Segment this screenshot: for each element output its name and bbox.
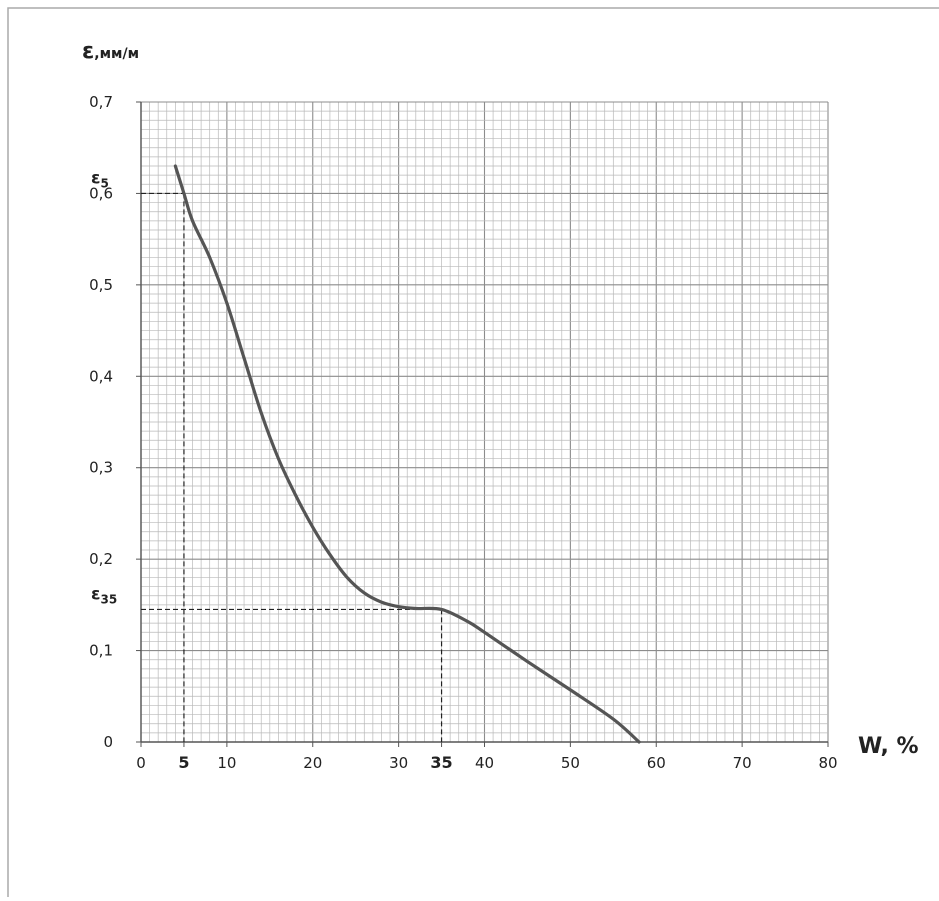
x-tick-label: 5 bbox=[178, 753, 189, 772]
grid bbox=[140, 101, 829, 743]
annotation-label-main: ε bbox=[91, 584, 100, 604]
x-tick-label: 10 bbox=[217, 754, 236, 772]
x-tick-label: 70 bbox=[733, 754, 752, 772]
y-tick-label: 0 bbox=[103, 733, 113, 751]
annotation-label: ε35 bbox=[91, 584, 117, 606]
x-tick-label: 80 bbox=[818, 754, 837, 772]
y-tick-label: 0,1 bbox=[89, 642, 113, 660]
x-tick-label: 35 bbox=[430, 753, 452, 772]
x-axis-title: W, % bbox=[858, 734, 919, 759]
guide-lines bbox=[141, 192, 443, 742]
annotation-label: ε5 bbox=[91, 168, 109, 190]
x-tick-label: 0 bbox=[136, 754, 146, 772]
x-tick-label: 40 bbox=[475, 754, 494, 772]
x-tick-label: 30 bbox=[389, 754, 408, 772]
y-tick-label: 0,2 bbox=[89, 550, 113, 568]
labels-layer: 0 5 10 20 30 35 40 50 60 70 80 0 0,1 0,2 0,3 0,4 0,5 0,6 0… bbox=[82, 39, 919, 772]
axes bbox=[136, 101, 829, 747]
y-axis-title-unit: ,мм/м bbox=[94, 46, 139, 62]
y-tick-label: 0,7 bbox=[89, 93, 113, 111]
x-tick-label: 20 bbox=[303, 754, 322, 772]
y-tick-label: 0,4 bbox=[89, 367, 113, 385]
y-tick-label: 0,3 bbox=[89, 459, 113, 477]
annotation-label-sub: 5 bbox=[100, 176, 108, 190]
x-tick-label: 50 bbox=[561, 754, 580, 772]
y-tick-label: 0,6 bbox=[89, 184, 113, 202]
annotation-label-main: ε bbox=[91, 168, 100, 188]
series-layer bbox=[173, 164, 641, 744]
y-tick-label: 0,5 bbox=[89, 276, 113, 294]
x-tick-label: 60 bbox=[647, 754, 666, 772]
y-axis-title: ε,мм/м bbox=[82, 39, 139, 64]
annotation-label-sub: 35 bbox=[100, 592, 117, 606]
series-line bbox=[173, 164, 641, 744]
y-axis-title-symbol: ε bbox=[82, 39, 94, 64]
